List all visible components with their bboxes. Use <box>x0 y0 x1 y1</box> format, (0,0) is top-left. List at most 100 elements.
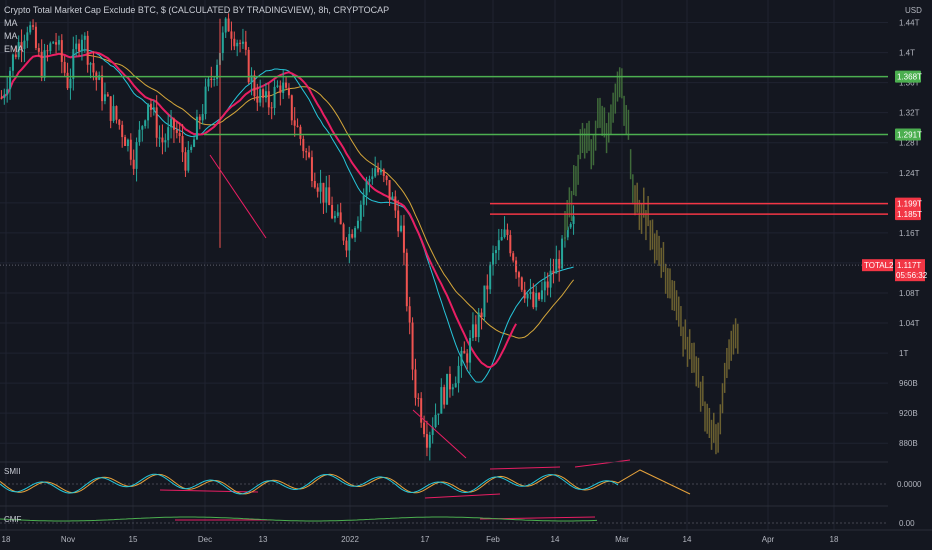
candle-body <box>181 136 184 153</box>
candle-body <box>244 41 247 50</box>
candle-body <box>497 240 500 251</box>
candle-body <box>193 139 196 147</box>
smii-value: 0.0000 <box>897 480 922 489</box>
candle-body <box>359 204 362 221</box>
candle-body <box>262 89 265 98</box>
candle-body <box>106 94 109 97</box>
indicator-ema[interactable]: EMA <box>4 44 24 54</box>
candle-body <box>397 210 400 232</box>
candle-body <box>538 292 541 300</box>
cmf-value: 0.00 <box>899 519 915 528</box>
level-tag <box>895 70 921 83</box>
candle-body <box>270 107 273 109</box>
candle-body <box>43 50 46 78</box>
candle-body <box>175 129 178 134</box>
chart-title[interactable]: Crypto Total Market Cap Exclude BTC, $ (… <box>4 5 390 15</box>
candle-body <box>400 225 403 232</box>
candle-body <box>474 324 477 338</box>
candle-body <box>118 119 121 125</box>
candle-body <box>506 229 509 236</box>
candle-body <box>57 40 60 45</box>
candle-body <box>236 42 239 47</box>
candle-body <box>448 373 451 390</box>
indicator-ma-1[interactable]: MA <box>4 18 18 28</box>
candle-body <box>428 434 431 448</box>
x-tick-label: Feb <box>486 535 500 544</box>
candle-body <box>109 96 112 121</box>
candle-body <box>322 182 325 203</box>
candle-body <box>144 120 147 127</box>
candle-body <box>460 350 463 366</box>
x-tick-label: 14 <box>683 535 692 544</box>
candle-body <box>121 124 124 138</box>
candle-body <box>184 152 187 171</box>
cmf-line <box>0 516 598 522</box>
candle-body <box>129 139 132 160</box>
candle-body <box>454 383 457 388</box>
candle-body <box>37 48 40 52</box>
level-tag <box>895 208 921 221</box>
candle-body <box>207 78 210 87</box>
candle-body <box>408 306 411 323</box>
indicator-panes <box>0 461 888 524</box>
candle-body <box>342 224 345 241</box>
candle-body <box>523 289 526 299</box>
level-tag <box>895 128 921 141</box>
candle-body <box>434 414 437 428</box>
candle-body <box>6 89 9 95</box>
candle-body <box>17 42 20 58</box>
candle-body <box>52 42 55 44</box>
x-tick-label: 15 <box>129 535 138 544</box>
countdown-label: 05:56:32 <box>896 271 928 280</box>
candle-body <box>325 187 328 203</box>
candle-body <box>152 107 155 110</box>
candle-body <box>483 285 486 317</box>
candle-body <box>14 54 17 58</box>
candle-body <box>310 157 313 182</box>
candle-body <box>239 42 242 44</box>
level-tag-label: 1.199T <box>897 200 922 209</box>
candle-body <box>253 75 256 97</box>
candles <box>0 13 575 461</box>
candle-body <box>423 422 426 435</box>
candle-body <box>512 253 515 261</box>
candle-body <box>290 95 293 121</box>
x-tick-label: 18 <box>830 535 839 544</box>
candle-body <box>80 39 83 52</box>
candle-body <box>469 337 472 363</box>
candle-body <box>569 223 572 228</box>
candle-body <box>126 139 129 147</box>
candle-body <box>9 70 12 90</box>
candle-body <box>178 133 181 137</box>
candle-body <box>379 169 382 173</box>
x-axis[interactable]: 18 Nov 15 Dec 13 2022 17 Feb 14 Mar 14 Apr 18 <box>0 529 932 544</box>
symbol-tag <box>862 259 893 272</box>
candle-body <box>198 116 201 121</box>
candle-body <box>164 140 167 143</box>
candle-body <box>354 228 357 238</box>
x-tick-label: 18 <box>2 535 11 544</box>
indicator-ma-2[interactable]: MA <box>4 31 18 41</box>
candle-body <box>500 237 503 241</box>
candle-body <box>308 152 311 158</box>
level-lines[interactable] <box>0 75 888 266</box>
annotation-arrow <box>424 493 501 499</box>
candle-body <box>147 103 150 121</box>
candle-body <box>371 176 374 180</box>
candle-body <box>138 129 141 143</box>
candle-body <box>273 86 276 109</box>
smii-signal-line <box>0 469 691 495</box>
candle-body <box>256 96 259 103</box>
candle-body <box>233 38 236 47</box>
candle-body <box>210 78 213 80</box>
currency-label: USD <box>905 6 922 15</box>
candle-body <box>78 43 81 52</box>
candle-body <box>336 212 339 216</box>
candle-body <box>477 312 480 338</box>
candle-body <box>316 187 319 192</box>
x-tick-label: 14 <box>551 535 560 544</box>
candle-body <box>328 187 331 205</box>
candle-body <box>132 159 135 169</box>
annotation-arrow <box>489 466 561 470</box>
